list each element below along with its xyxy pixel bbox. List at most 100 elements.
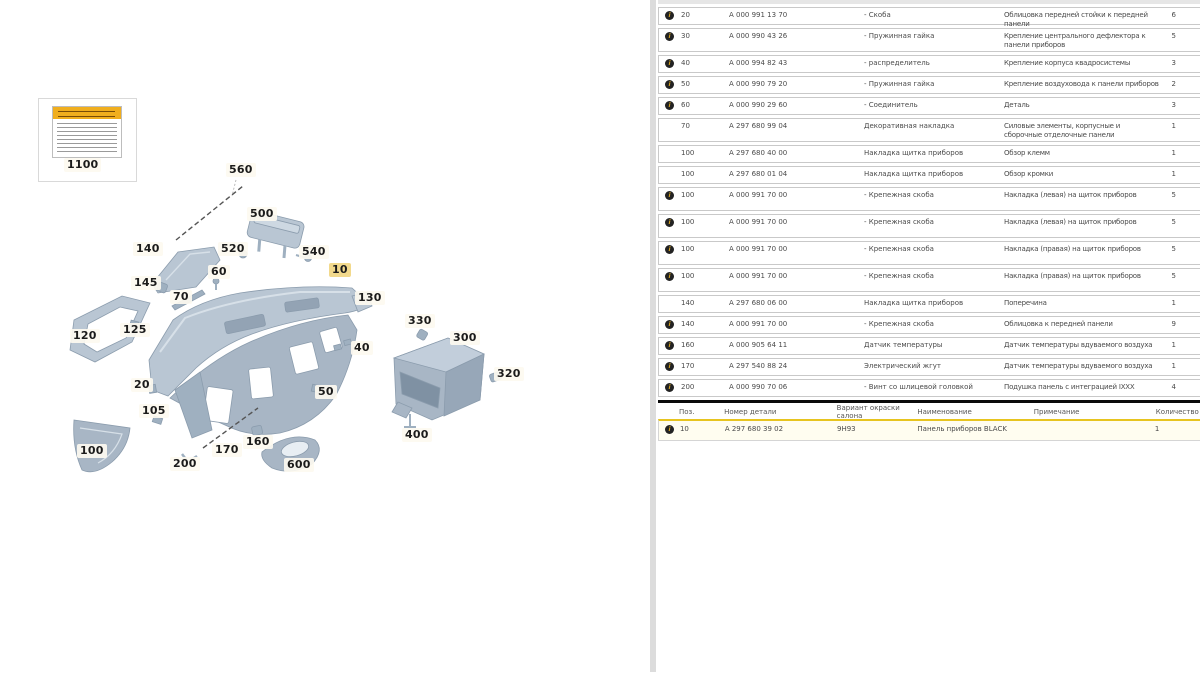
part-number-cell: A 297 680 01 04 <box>729 170 788 178</box>
info-icon[interactable]: i <box>665 32 674 41</box>
table-row[interactable]: i 30 A 000 990 43 26 - Пружинная гайка К… <box>658 28 1200 52</box>
callout-330[interactable]: 330 <box>405 314 435 328</box>
pos-cell: 100 <box>681 191 695 199</box>
callout-170[interactable]: 170 <box>212 443 242 457</box>
callout-130[interactable]: 130 <box>355 291 385 305</box>
callout-70[interactable]: 70 <box>170 290 192 304</box>
part-400-screw <box>404 414 416 428</box>
callout-50[interactable]: 50 <box>315 385 337 399</box>
table-row[interactable]: 70 A 297 680 99 04 Декоративная накладка… <box>658 118 1200 142</box>
callout-500[interactable]: 500 <box>247 207 277 221</box>
usage-cell: Облицовка передней стойки к передней пан… <box>1004 11 1148 28</box>
callout-520[interactable]: 520 <box>218 242 248 256</box>
name-cell: - Крепежная скоба <box>864 320 934 328</box>
callout-200[interactable]: 200 <box>170 457 200 471</box>
variant-row-selected[interactable]: i 10 A 297 680 39 02 9H93 Панель приборо… <box>658 419 1200 441</box>
sticker-text-lines <box>57 123 117 153</box>
table-row[interactable]: i 200 A 000 990 70 06 - Винт со шлицевой… <box>658 379 1200 397</box>
callout-560[interactable]: 560 <box>226 163 256 177</box>
part-number-cell: A 000 905 64 11 <box>729 341 788 349</box>
qty-cell: 1 <box>1171 299 1176 307</box>
callout-120[interactable]: 120 <box>70 329 100 343</box>
info-icon[interactable]: i <box>665 11 674 20</box>
pos-cell: 10 <box>679 425 689 433</box>
qty-cell: 2 <box>1171 80 1176 88</box>
table-row[interactable]: 100 A 297 680 40 00 Накладка щитка прибо… <box>658 145 1200 163</box>
info-icon[interactable]: i <box>665 272 674 281</box>
table-row[interactable]: i 20 A 000 991 13 70 - Скоба Облицовка п… <box>658 7 1200 28</box>
pos-cell: 20 <box>681 11 690 19</box>
table-row[interactable]: 140 A 297 680 06 00 Накладка щитка прибо… <box>658 295 1200 313</box>
pos-cell: 100 <box>681 149 695 157</box>
table-row[interactable]: i 140 A 000 991 70 00 - Крепежная скоба … <box>658 316 1200 334</box>
table-row[interactable]: i 40 A 000 994 82 43 - распределитель Кр… <box>658 55 1200 73</box>
callout-300[interactable]: 300 <box>450 331 480 345</box>
callout-600[interactable]: 600 <box>284 458 314 472</box>
info-icon[interactable]: i <box>665 80 674 89</box>
info-icon[interactable]: i <box>665 59 674 68</box>
callout-400[interactable]: 400 <box>402 428 432 442</box>
name-cell: - Крепежная скоба <box>864 218 934 226</box>
usage-cell: Датчик температуры вдуваемого воздуха <box>1004 362 1153 370</box>
part-140-top-panel <box>151 246 221 294</box>
sticker-header-band <box>53 107 121 119</box>
icon-cell: i <box>665 245 681 254</box>
name-cell: - Крепежная скоба <box>864 245 934 253</box>
table-row[interactable]: i 100 A 000 991 70 00 - Крепежная скоба … <box>658 214 1200 238</box>
qty-cell: 3 <box>1171 101 1176 109</box>
callout-10-highlighted[interactable]: 10 <box>329 263 351 277</box>
table-row[interactable]: i 170 A 297 540 88 24 Электрический жгут… <box>658 358 1200 376</box>
callout-100[interactable]: 100 <box>77 444 107 458</box>
callout-20[interactable]: 20 <box>131 378 153 392</box>
header-qty: Количество <box>1155 407 1199 416</box>
callout-1100[interactable]: 1100 <box>64 158 102 172</box>
qty-cell: 9 <box>1171 320 1176 328</box>
info-icon[interactable]: i <box>665 362 674 371</box>
part-number-cell: A 297 680 99 04 <box>729 122 788 130</box>
info-icon[interactable]: i <box>665 191 674 200</box>
info-icon[interactable]: i <box>665 341 674 350</box>
variant-table-header: Поз. Номер детали Вариант окраски салона… <box>658 404 1200 420</box>
pos-cell: 50 <box>681 80 690 88</box>
callout-60[interactable]: 60 <box>208 265 230 279</box>
name-cell: Декоративная накладка <box>864 122 955 130</box>
info-icon[interactable]: i <box>665 245 674 254</box>
icon-cell: i <box>665 320 681 329</box>
pos-cell: 170 <box>681 362 695 370</box>
info-icon[interactable]: i <box>665 320 674 329</box>
callout-125[interactable]: 125 <box>120 323 150 337</box>
name-cell: Панель приборов BLACK <box>917 425 1007 433</box>
table-row[interactable]: i 100 A 000 991 70 00 - Крепежная скоба … <box>658 268 1200 292</box>
callout-105[interactable]: 105 <box>139 404 169 418</box>
callout-160[interactable]: 160 <box>243 435 273 449</box>
callout-140[interactable]: 140 <box>133 242 163 256</box>
table-row[interactable]: 100 A 297 680 01 04 Накладка щитка прибо… <box>658 166 1200 184</box>
table-row[interactable]: i 100 A 000 991 70 00 - Крепежная скоба … <box>658 241 1200 265</box>
table-row[interactable]: i 160 A 000 905 64 11 Датчик температуры… <box>658 337 1200 355</box>
section-separator <box>658 400 1200 403</box>
airbag-warning-sticker <box>52 106 122 158</box>
sticker-1100-box <box>38 98 137 182</box>
pos-cell: 200 <box>681 383 695 391</box>
qty-cell: 1 <box>1171 341 1176 349</box>
info-icon[interactable]: i <box>665 101 674 110</box>
table-row[interactable]: i 60 A 000 990 29 60 - Соединитель Детал… <box>658 97 1200 115</box>
callout-320[interactable]: 320 <box>494 367 524 381</box>
table-row[interactable]: i 100 A 000 991 70 00 - Крепежная скоба … <box>658 187 1200 211</box>
name-cell: - Скоба <box>864 11 891 19</box>
paint-code-cell: 9H93 <box>837 425 856 433</box>
info-icon[interactable]: i <box>665 218 674 227</box>
callout-540[interactable]: 540 <box>299 245 329 259</box>
info-icon[interactable]: i <box>665 383 674 392</box>
callout-40[interactable]: 40 <box>351 341 373 355</box>
part-number-cell: A 000 990 70 06 <box>729 383 788 391</box>
icon-cell: i <box>665 11 681 20</box>
name-cell: - Пружинная гайка <box>864 80 935 88</box>
header-name: Наименование <box>917 407 972 416</box>
callout-145[interactable]: 145 <box>131 276 161 290</box>
table-row[interactable]: i 50 A 000 990 79 20 - Пружинная гайка К… <box>658 76 1200 94</box>
info-icon[interactable]: i <box>665 425 674 434</box>
qty-cell: 5 <box>1171 191 1176 199</box>
icon-cell: i <box>665 362 681 371</box>
